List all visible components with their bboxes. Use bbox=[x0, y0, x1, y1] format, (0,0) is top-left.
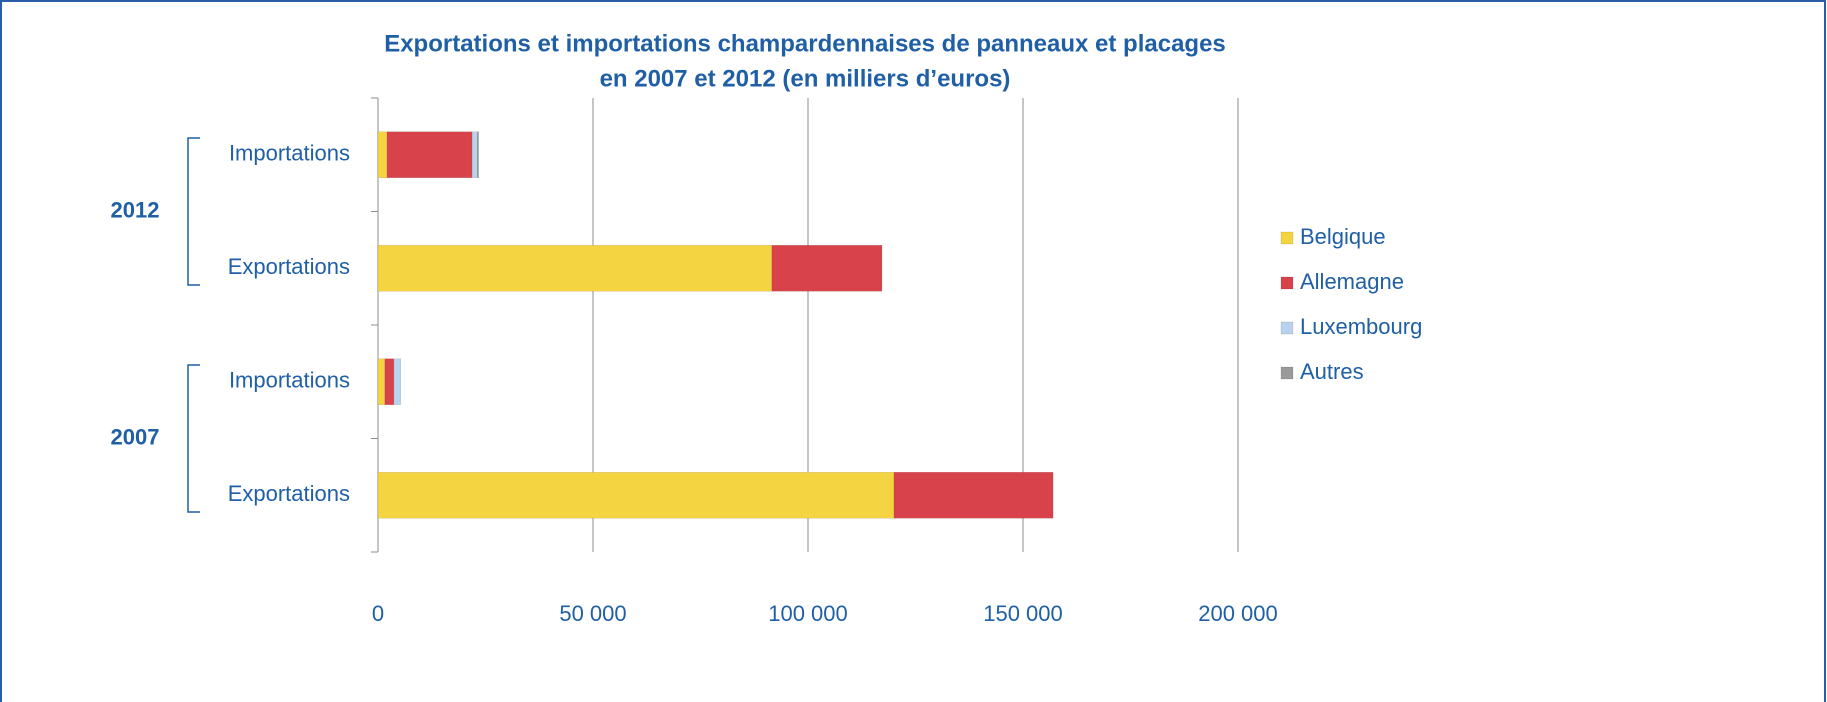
legend-swatch bbox=[1280, 366, 1294, 380]
bar-segment bbox=[471, 131, 478, 178]
bar-segment bbox=[377, 472, 895, 519]
bar-segment bbox=[377, 358, 386, 405]
legend-label: Autres bbox=[1300, 359, 1364, 384]
legend-swatch bbox=[1280, 231, 1294, 245]
bar-segment bbox=[386, 131, 473, 178]
group-bracket bbox=[187, 137, 200, 286]
bar-segment bbox=[377, 245, 773, 292]
legend-label: Belgique bbox=[1300, 224, 1386, 249]
x-tick-label: 150 000 bbox=[983, 601, 1063, 626]
x-tick-label: 100 000 bbox=[768, 601, 848, 626]
group-label: 2012 bbox=[111, 197, 160, 222]
category-label: Exportations bbox=[228, 254, 350, 279]
x-tick-label: 0 bbox=[372, 601, 384, 626]
chart-title: en 2007 et 2012 (en milliers d’euros) bbox=[600, 65, 1011, 92]
bar-segment bbox=[377, 131, 388, 178]
legend-swatch bbox=[1280, 321, 1294, 335]
category-label: Exportations bbox=[228, 481, 350, 506]
bar-segment bbox=[477, 131, 479, 178]
group-bracket bbox=[187, 364, 200, 513]
category-label: Importations bbox=[229, 368, 350, 393]
bar-segment bbox=[384, 358, 395, 405]
bar-segment bbox=[893, 472, 1054, 519]
bar-segment bbox=[393, 358, 402, 405]
bar-segment bbox=[771, 245, 883, 292]
category-label: Importations bbox=[229, 141, 350, 166]
legend-swatch bbox=[1280, 276, 1294, 290]
x-tick-label: 200 000 bbox=[1198, 601, 1278, 626]
legend-label: Allemagne bbox=[1300, 269, 1404, 294]
x-tick-label: 50 000 bbox=[559, 601, 626, 626]
legend-label: Luxembourg bbox=[1300, 314, 1422, 339]
chart-title: Exportations et importations champardenn… bbox=[384, 30, 1226, 57]
group-label: 2007 bbox=[111, 424, 160, 449]
